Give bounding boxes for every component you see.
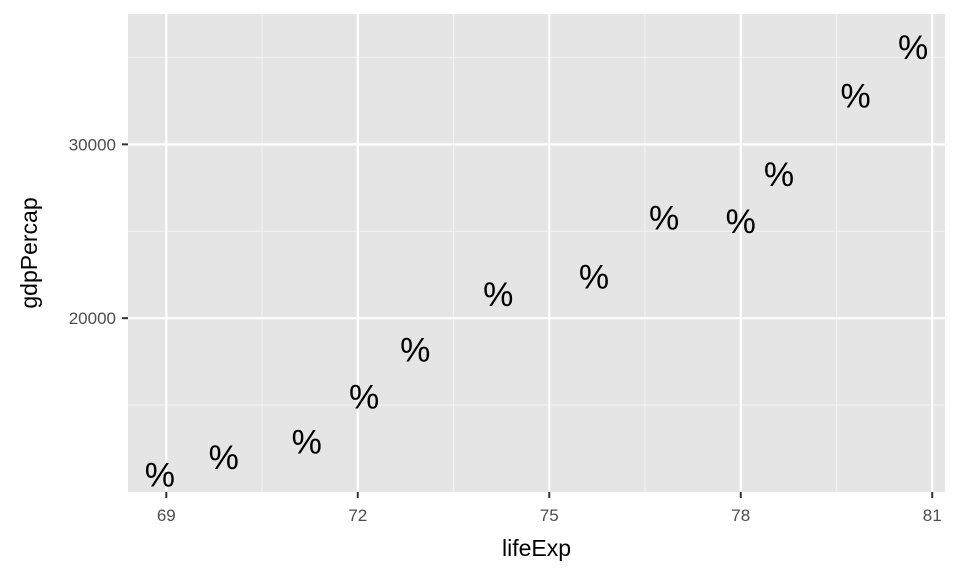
y-axis: 20000 30000 bbox=[69, 135, 128, 328]
x-axis-title: lifeExp bbox=[502, 535, 571, 561]
major-gridlines bbox=[128, 14, 945, 492]
x-tick-label: 81 bbox=[923, 506, 942, 525]
y-tick-label: 20000 bbox=[69, 309, 116, 328]
data-point: % bbox=[209, 439, 239, 477]
x-tick-label: 69 bbox=[157, 506, 176, 525]
x-tick-label: 72 bbox=[348, 506, 367, 525]
x-tick-label: 75 bbox=[540, 506, 559, 525]
x-axis: 69 72 75 78 81 bbox=[157, 492, 942, 525]
data-point: % bbox=[764, 156, 794, 194]
data-point: % bbox=[841, 78, 871, 116]
y-axis-title: gdpPercap bbox=[16, 197, 42, 308]
data-point: % bbox=[292, 424, 322, 462]
y-tick-label: 30000 bbox=[69, 135, 116, 154]
data-point: % bbox=[726, 203, 756, 241]
data-point: % bbox=[898, 29, 928, 67]
x-tick-label: 78 bbox=[731, 506, 750, 525]
minor-gridlines bbox=[128, 14, 945, 492]
data-point: % bbox=[145, 457, 175, 495]
data-point: % bbox=[400, 331, 430, 369]
data-point: % bbox=[579, 258, 609, 296]
plot-panel bbox=[128, 14, 945, 492]
data-point: % bbox=[349, 378, 379, 416]
data-point: % bbox=[483, 276, 513, 314]
data-point: % bbox=[649, 199, 679, 237]
data-points: %%%%%%%%%%%% bbox=[145, 29, 928, 495]
